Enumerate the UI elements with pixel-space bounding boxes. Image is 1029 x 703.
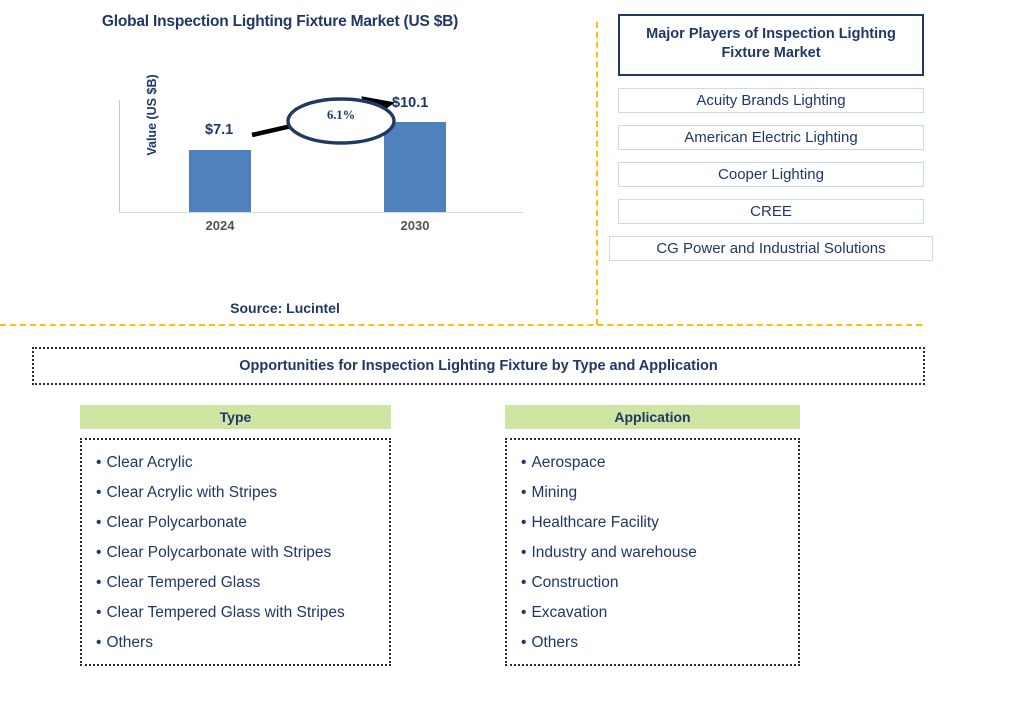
source-label: Source: Lucintel: [230, 300, 340, 316]
opportunities-banner: Opportunities for Inspection Lighting Fi…: [32, 347, 925, 385]
type-list-item-2: • Clear Polycarbonate: [96, 508, 389, 538]
bar-2024: [189, 150, 251, 212]
type-list-item-label: Clear Polycarbonate with Stripes: [106, 544, 332, 561]
application-list-item-5: • Excavation: [521, 598, 798, 628]
type-list-item-label: Others: [106, 634, 153, 651]
application-list-item-4: • Construction: [521, 568, 798, 598]
type-list-item-label: Clear Tempered Glass: [106, 574, 261, 591]
type-list-item-label: Clear Acrylic: [106, 454, 193, 471]
player-item-1: American Electric Lighting: [618, 125, 924, 150]
bullet-icon: •: [96, 604, 102, 621]
player-item-4: CG Power and Industrial Solutions: [609, 236, 933, 261]
bullet-icon: •: [521, 484, 527, 501]
bullet-icon: •: [96, 514, 102, 531]
application-list-item-label: Excavation: [531, 604, 608, 621]
player-item-2: Cooper Lighting: [618, 162, 924, 187]
application-list-item-label: Others: [531, 634, 578, 651]
type-list-item-label: Clear Polycarbonate: [106, 514, 247, 531]
type-list-item-0: • Clear Acrylic: [96, 448, 389, 478]
horizontal-divider: [0, 324, 922, 326]
application-list-item-label: Mining: [531, 484, 578, 501]
application-list-item-2: • Healthcare Facility: [521, 508, 798, 538]
major-players-header: Major Players of Inspection Lighting Fix…: [618, 14, 924, 76]
application-list-item-0: • Aerospace: [521, 448, 798, 478]
bar-value-2030: $10.1: [392, 95, 429, 111]
bullet-icon: •: [96, 574, 102, 591]
type-list-item-6: • Others: [96, 628, 389, 658]
type-list-item-1: • Clear Acrylic with Stripes: [96, 478, 389, 508]
bullet-icon: •: [96, 544, 102, 561]
bullet-icon: •: [521, 454, 527, 471]
player-item-0: Acuity Brands Lighting: [618, 88, 924, 113]
bullet-icon: •: [521, 514, 527, 531]
type-list-item-4: • Clear Tempered Glass: [96, 568, 389, 598]
bullet-icon: •: [521, 634, 527, 651]
market-chart-panel: Global Inspection Lighting Fixture Marke…: [0, 0, 596, 325]
cagr-annotation-graphic: [251, 96, 396, 145]
cagr-label: 6.1%: [326, 108, 356, 122]
bullet-icon: •: [521, 544, 527, 561]
application-list-item-3: • Industry and warehouse: [521, 538, 798, 568]
bar-value-2024: $7.1: [205, 122, 234, 138]
type-list-item-label: Clear Acrylic with Stripes: [106, 484, 277, 501]
major-players-panel: Major Players of Inspection Lighting Fix…: [609, 14, 933, 261]
chart-plot-area: Value (US $B) $7.1 $10.1 2024 2030 6.1%: [110, 74, 530, 233]
x-tick-2030: 2030: [400, 218, 430, 233]
bar-2030: [384, 122, 446, 212]
application-list-item-label: Industry and warehouse: [531, 544, 697, 561]
application-list-item-label: Aerospace: [531, 454, 606, 471]
player-item-3: CREE: [618, 199, 924, 224]
type-list-item-label: Clear Tempered Glass with Stripes: [106, 604, 345, 621]
bullet-icon: •: [521, 604, 527, 621]
bullet-icon: •: [96, 634, 102, 651]
bullet-icon: •: [96, 484, 102, 501]
application-list-item-6: • Others: [521, 628, 798, 658]
type-list-item-3: • Clear Polycarbonate with Stripes: [96, 538, 389, 568]
vertical-divider: [596, 22, 598, 325]
chart-title: Global Inspection Lighting Fixture Marke…: [101, 13, 459, 30]
application-list-item-label: Healthcare Facility: [531, 514, 659, 531]
application-column-header: Application: [505, 405, 800, 429]
bullet-icon: •: [96, 454, 102, 471]
application-list-item-1: • Mining: [521, 478, 798, 508]
bullet-icon: •: [521, 574, 527, 591]
y-axis-line: [119, 100, 120, 212]
type-column-header: Type: [80, 405, 391, 429]
x-axis-line: [119, 212, 523, 213]
application-list-item-label: Construction: [531, 574, 619, 591]
type-list-item-5: • Clear Tempered Glass with Stripes: [96, 598, 389, 628]
x-tick-2024: 2024: [205, 218, 235, 233]
type-list-box: • Clear Acrylic • Clear Acrylic with Strip…: [80, 438, 391, 666]
application-list-box: • Aerospace • Mining • Healthcare Facility …: [505, 438, 800, 666]
